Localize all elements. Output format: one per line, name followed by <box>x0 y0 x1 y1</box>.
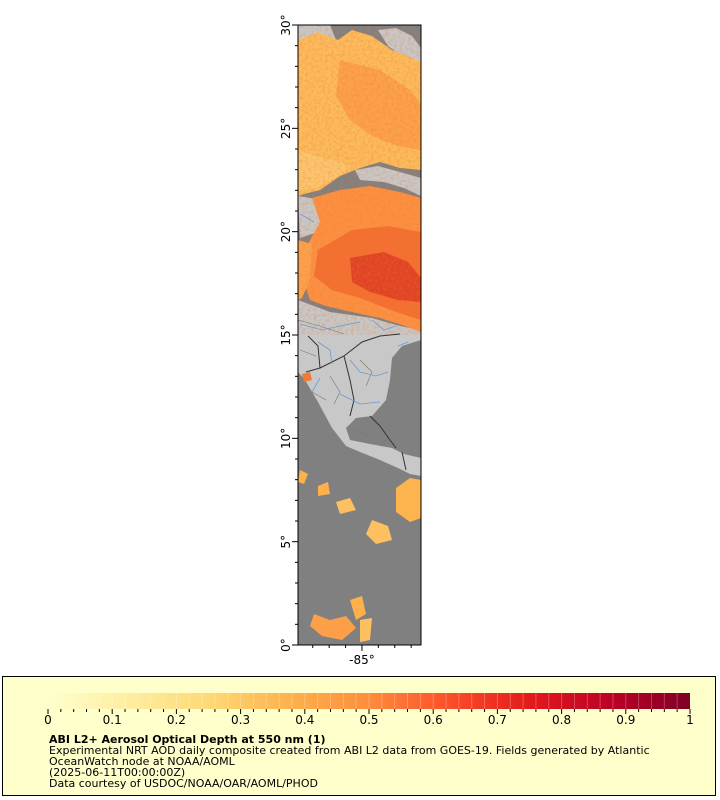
longitude-axis: -85° <box>312 645 412 667</box>
colorbar-tick-label: 0.4 <box>295 713 314 727</box>
map: 30° 25° 20° 15° 10° 5° 0° -85° <box>279 14 422 667</box>
colorbar-tick-label: 0.2 <box>167 713 186 727</box>
lat-tick-label: 5° <box>279 535 293 549</box>
colorbar-tick-label: 0 <box>44 713 52 727</box>
lat-tick-label: 10° <box>279 428 293 449</box>
legend-description: Experimental NRT AOD daily composite cre… <box>49 744 650 768</box>
colorbar-tick-label: 0.3 <box>231 713 250 727</box>
lat-tick-label: 15° <box>279 324 293 345</box>
colorbar-tick-label: 0.9 <box>616 713 635 727</box>
legend-panel: 0 0.1 0.2 0.3 0.4 0.5 0.6 0.7 0.8 0.9 1 ABI L2+ Ae… <box>2 676 716 796</box>
lat-tick-label: 0° <box>279 638 293 652</box>
legend-title: ABI L2+ Aerosol Optical Depth at 550 nm … <box>49 733 326 746</box>
lat-tick-label: 20° <box>279 221 293 242</box>
lat-tick-label: 25° <box>279 118 293 139</box>
colorbar-tick-label: 0.8 <box>552 713 571 727</box>
rivers <box>299 213 409 405</box>
admin-borders <box>298 319 389 447</box>
colorbar-tick-label: 1 <box>686 713 694 727</box>
legend-credit: Data courtesy of USDOC/NOAA/OAR/AOML/PHO… <box>49 777 318 790</box>
lat-tick-label: 30° <box>279 14 293 35</box>
latitude-axis: 30° 25° 20° 15° 10° 5° 0° <box>279 14 298 652</box>
lon-tick-label: -85° <box>349 653 375 667</box>
aod-plume <box>298 25 421 335</box>
colorbar-swatches <box>48 693 690 709</box>
colorbar-tick-label: 0.6 <box>424 713 443 727</box>
colorbar-tick-label: 0.7 <box>488 713 507 727</box>
colorbar: 0 0.1 0.2 0.3 0.4 0.5 0.6 0.7 0.8 0.9 1 <box>44 693 694 727</box>
colorbar-tick-label: 0.1 <box>103 713 122 727</box>
aod-patches-south <box>298 372 421 642</box>
colorbar-ticks: 0 0.1 0.2 0.3 0.4 0.5 0.6 0.7 0.8 0.9 1 <box>44 709 694 727</box>
country-borders <box>305 333 407 471</box>
legend-timestamp: (2025-06-11T00:00:00Z) <box>49 766 186 779</box>
colorbar-tick-label: 0.5 <box>359 713 378 727</box>
colorbar-gradient <box>48 693 690 709</box>
